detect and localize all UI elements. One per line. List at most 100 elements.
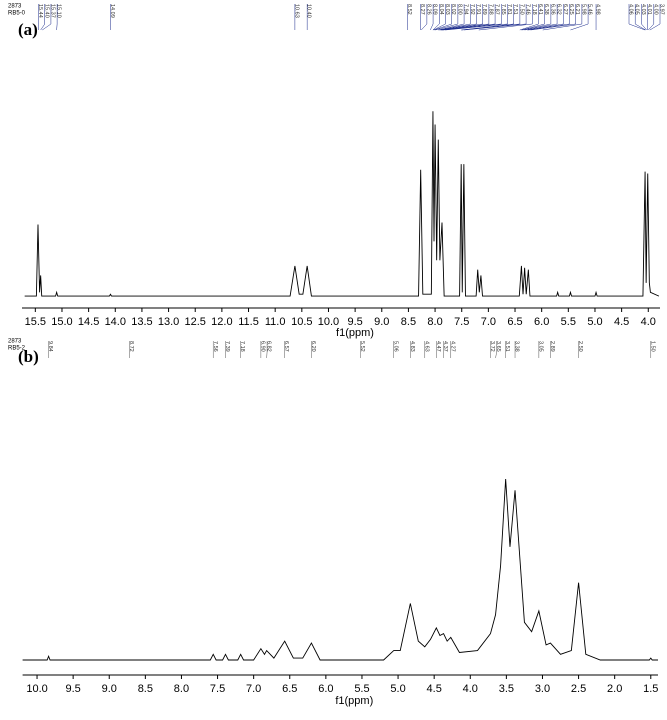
sample-id: 2873 (8, 339, 22, 345)
peak-label: 8.27 (419, 4, 425, 15)
spectrum-line (25, 111, 659, 296)
x-tick-label: 15.5 (25, 316, 46, 328)
x-tick-label: 6.5 (507, 316, 522, 328)
peak-label: 6.32 (556, 4, 562, 15)
x-tick-label: 11.0 (265, 316, 286, 328)
peak-label: 15.40 (43, 4, 49, 18)
sample-id: 2873 (8, 4, 22, 10)
panel-label: (a) (18, 20, 38, 39)
x-tick-label: 13.5 (131, 316, 152, 328)
x-tick-label: 13.0 (158, 316, 179, 328)
peak-label: 8.09 (432, 4, 438, 15)
x-axis-title: f1(ppm) (336, 327, 374, 339)
x-tick-label: 14.5 (78, 316, 99, 328)
x-tick-label: 3.0 (535, 683, 550, 695)
peak-label: 14.09 (109, 4, 115, 18)
peak-label: 6.82 (266, 341, 272, 352)
peak-label: 3.38 (514, 341, 520, 352)
peak-label: 8.52 (406, 4, 412, 15)
x-tick-label: 9.0 (102, 683, 117, 695)
peak-label: 1.50 (649, 341, 655, 352)
peak-label: 3.05 (537, 341, 543, 352)
spectrum-line (23, 479, 658, 660)
peak-label: 7.89 (481, 4, 487, 15)
peak-label: 4.27 (449, 341, 455, 352)
peak-label: 7.88 (487, 4, 493, 15)
peak-label: 10.40 (306, 4, 312, 18)
x-tick-label: 7.0 (481, 316, 496, 328)
peak-label: 6.25 (568, 4, 574, 15)
peak-label: 4.01 (646, 4, 652, 15)
x-tick-label: 4.0 (641, 316, 656, 328)
peak-label: 7.39 (224, 341, 230, 352)
peak-label: 6.41 (537, 4, 543, 15)
sample-name: RB5-0 (8, 11, 26, 17)
peak-label: 3.72 (489, 341, 495, 352)
peak-label: 8.72 (128, 341, 134, 352)
x-tick-label: 6.0 (318, 683, 333, 695)
peak-label: 2.89 (549, 341, 555, 352)
peak-label: 6.38 (543, 4, 549, 15)
peak-label: 6.57 (283, 341, 289, 352)
peak-label: 7.85 (500, 4, 506, 15)
peak-label: 4.63 (423, 341, 429, 352)
x-tick-label: 14.0 (105, 316, 126, 328)
peak-label: 7.50 (518, 4, 524, 15)
peak-label: 4.00 (652, 4, 658, 15)
x-tick-label: 9.0 (374, 316, 389, 328)
peak-label: 9.84 (47, 341, 53, 352)
x-tick-label: 9.5 (65, 683, 80, 695)
peak-label: 5.06 (392, 341, 398, 352)
x-tick-label: 6.0 (534, 316, 549, 328)
peak-label: 4.05 (634, 4, 640, 15)
x-tick-label: 7.0 (246, 683, 261, 695)
peak-label: 4.47 (435, 341, 441, 352)
x-tick-label: 11.5 (238, 316, 259, 328)
peak-label: 7.81 (506, 4, 512, 15)
x-tick-label: 15.0 (51, 316, 72, 328)
x-tick-label: 12.0 (211, 316, 232, 328)
peak-label: 8.03 (444, 4, 450, 15)
x-tick-label: 8.0 (174, 683, 189, 695)
peak-label: 4.06 (628, 4, 634, 15)
peak-label: 6.36 (549, 4, 555, 15)
x-tick-label: 1.5 (643, 683, 658, 695)
peak-label: 6.27 (562, 4, 568, 15)
x-tick-label: 3.5 (499, 683, 514, 695)
x-tick-label: 8.0 (427, 316, 442, 328)
peak-label: 7.18 (531, 4, 537, 15)
x-tick-label: 5.5 (354, 683, 369, 695)
peak-label: 7.94 (463, 4, 469, 15)
peak-label: 4.83 (409, 341, 415, 352)
peak-label: 7.87 (494, 4, 500, 15)
x-tick-label: 8.5 (401, 316, 416, 328)
peak-label: 5.98 (580, 4, 586, 15)
x-tick-label: 5.0 (587, 316, 602, 328)
peak-label: 2.50 (577, 341, 583, 352)
x-tick-label: 2.5 (571, 683, 586, 695)
peak-label: 6.20 (310, 341, 316, 352)
x-tick-label: 4.0 (463, 683, 478, 695)
x-tick-label: 8.5 (138, 683, 153, 695)
peak-label: 7.56 (212, 341, 218, 352)
x-tick-label: 12.5 (185, 316, 206, 328)
x-tick-label: 7.5 (454, 316, 469, 328)
peak-label: 7.46 (525, 4, 531, 15)
x-tick-label: 6.5 (282, 683, 297, 695)
sample-name: RB5-2 (8, 346, 26, 352)
peak-label: 6.21 (574, 4, 580, 15)
peak-label: 4.98 (595, 4, 601, 15)
peak-label: 7.18 (239, 341, 245, 352)
peak-label: 15.44 (37, 4, 43, 18)
peak-label: 8.26 (425, 4, 431, 15)
peak-label: 10.63 (293, 4, 299, 18)
x-tick-label: 2.0 (607, 683, 622, 695)
peak-label: 5.52 (359, 341, 365, 352)
peak-label: 7.91 (475, 4, 481, 15)
peak-label: 3.65 (495, 341, 501, 352)
x-tick-label: 10.0 (26, 683, 47, 695)
peak-label: 15.37 (49, 4, 55, 18)
peak-label: 8.02 (450, 4, 456, 15)
x-tick-label: 4.5 (614, 316, 629, 328)
